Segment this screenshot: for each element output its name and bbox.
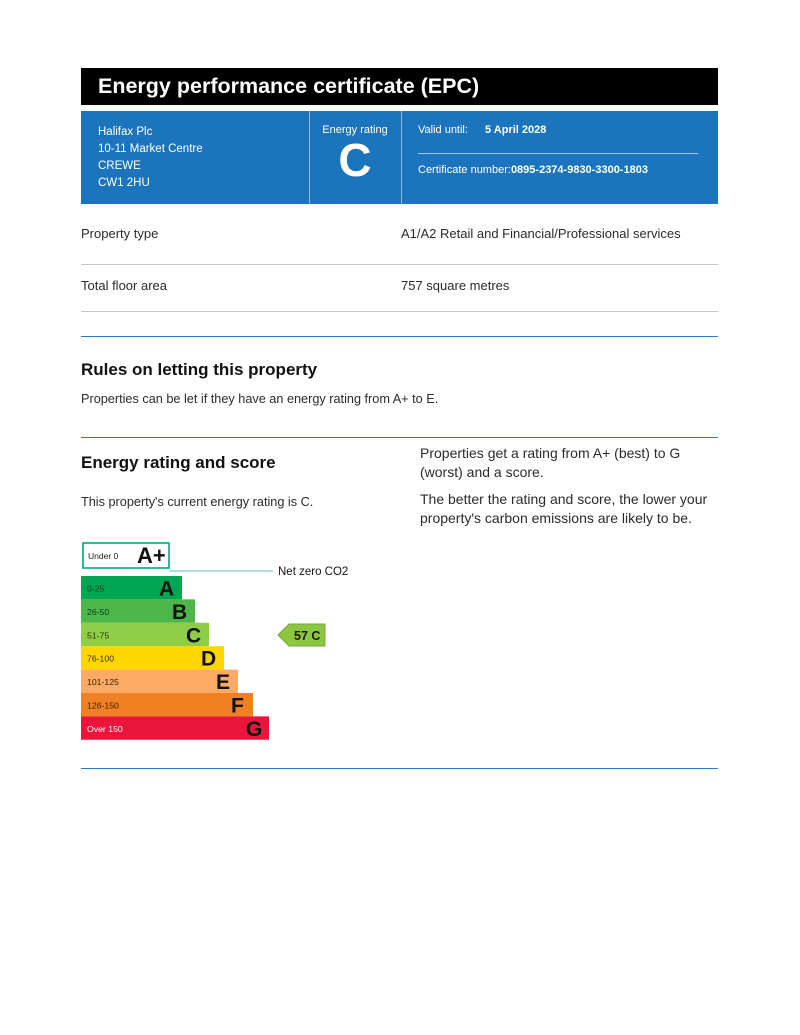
svg-text:0-25: 0-25: [87, 584, 105, 594]
svg-text:Net zero CO2: Net zero CO2: [278, 566, 348, 578]
svg-text:57 C: 57 C: [294, 629, 320, 643]
svg-text:G: G: [246, 718, 262, 741]
svg-text:D: D: [201, 648, 216, 671]
svg-text:B: B: [172, 601, 187, 624]
svg-text:C: C: [186, 624, 201, 647]
svg-text:E: E: [216, 671, 230, 694]
svg-text:51-75: 51-75: [87, 630, 109, 640]
svg-text:Over 150: Over 150: [87, 724, 123, 734]
svg-text:A+: A+: [137, 543, 166, 568]
svg-text:76-100: 76-100: [87, 654, 114, 664]
svg-text:126-150: 126-150: [87, 701, 119, 711]
svg-text:101-125: 101-125: [87, 677, 119, 687]
svg-text:Under 0: Under 0: [88, 551, 119, 561]
svg-text:26-50: 26-50: [87, 607, 109, 617]
svg-text:F: F: [231, 695, 244, 718]
svg-text:A: A: [159, 578, 174, 601]
